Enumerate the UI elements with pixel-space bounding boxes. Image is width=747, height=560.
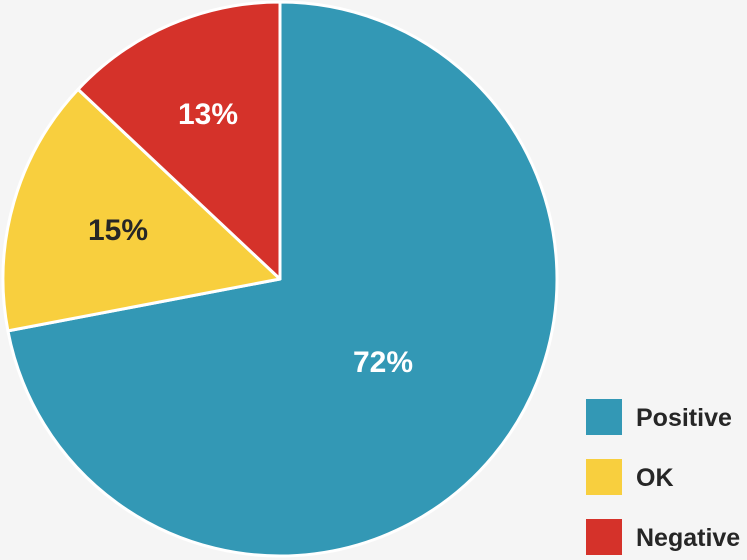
svg-text:13%: 13% <box>178 98 238 131</box>
svg-text:72%: 72% <box>353 346 413 379</box>
svg-text:15%: 15% <box>88 214 148 247</box>
